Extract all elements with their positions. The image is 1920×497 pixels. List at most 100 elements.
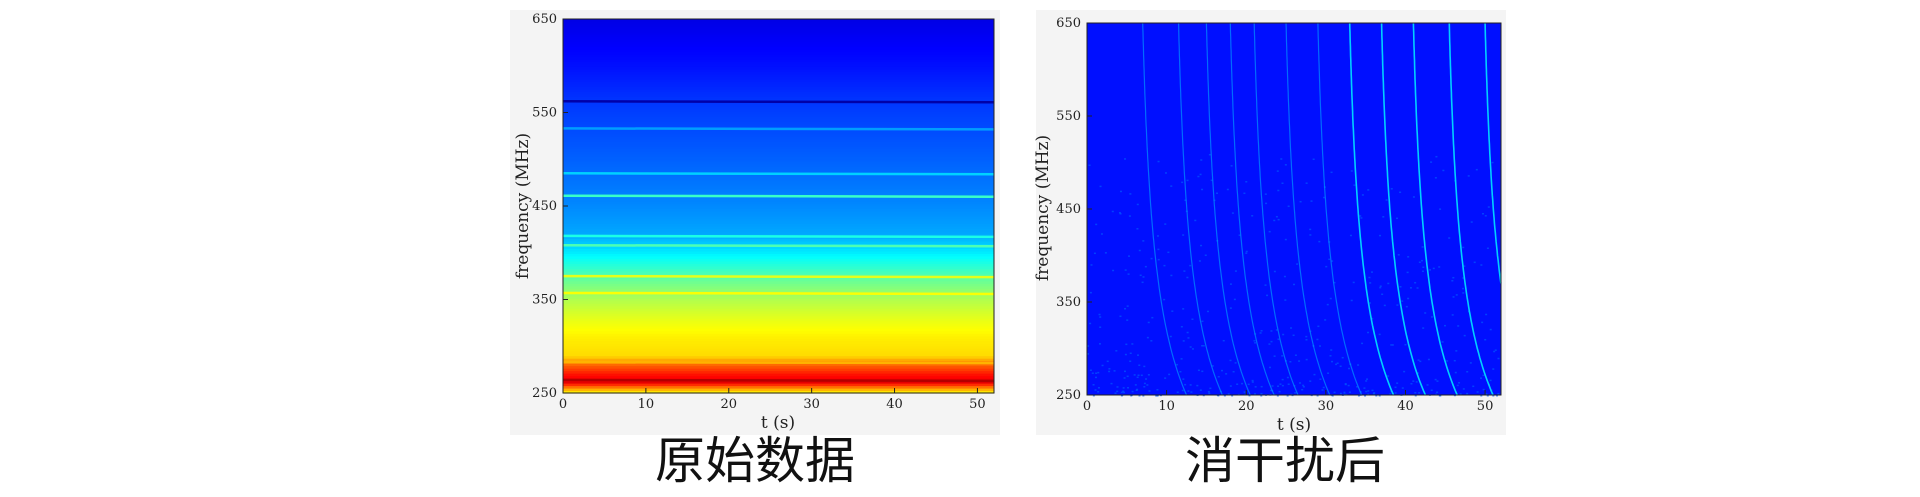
right-noise-speckle — [1150, 257, 1153, 260]
right-noise-speckle — [1189, 384, 1192, 386]
left-heatmap-band — [563, 208, 994, 212]
right-noise-speckle — [1341, 356, 1344, 359]
left-heatmap-band — [563, 233, 994, 237]
right-noise-speckle — [1459, 393, 1462, 395]
right-noise-speckle — [1270, 389, 1273, 392]
right-noise-speckle — [1143, 365, 1146, 368]
right-noise-speckle — [1497, 392, 1500, 395]
right-noise-speckle — [1451, 314, 1454, 316]
right-noise-speckle — [1370, 271, 1373, 273]
left-heatmap-band — [563, 223, 994, 227]
right-noise-speckle — [1394, 392, 1397, 394]
right-noise-speckle — [1378, 333, 1381, 336]
right-noise-speckle — [1168, 373, 1171, 376]
right-noise-speckle — [1422, 327, 1425, 329]
right-noise-speckle — [1268, 366, 1271, 369]
right-noise-speckle — [1138, 249, 1141, 252]
right-noise-speckle — [1186, 331, 1189, 334]
left-heatmap-band — [563, 33, 994, 38]
right-noise-speckle — [1191, 348, 1194, 350]
right-noise-speckle — [1245, 250, 1248, 253]
right-noise-speckle — [1404, 343, 1407, 346]
right-noise-speckle — [1353, 184, 1356, 186]
right-noise-speckle — [1305, 182, 1308, 184]
right-noise-speckle — [1301, 388, 1304, 391]
right-noise-speckle — [1309, 380, 1312, 382]
left-heatmap-band — [563, 280, 994, 284]
right-noise-speckle — [1245, 252, 1248, 254]
left-heatmap-band — [563, 348, 994, 352]
right-noise-speckle — [1182, 234, 1185, 236]
right-noise-speckle — [1479, 377, 1482, 379]
right-noise-speckle — [1119, 190, 1122, 193]
right-noise-speckle — [1387, 282, 1390, 285]
right-noise-speckle — [1099, 185, 1102, 188]
right-noise-speckle — [1330, 349, 1333, 351]
right-noise-speckle — [1276, 394, 1279, 397]
left-heatmap-band — [563, 176, 994, 180]
left-heatmap-band — [563, 380, 994, 384]
right-noise-speckle — [1136, 228, 1139, 230]
right-noise-speckle — [1108, 370, 1111, 373]
right-noise-speckle — [1194, 219, 1197, 222]
right-noise-speckle — [1277, 218, 1280, 221]
right-noise-speckle — [1147, 321, 1150, 324]
right-noise-speckle — [1124, 353, 1127, 356]
right-noise-speckle — [1138, 364, 1141, 366]
right-noise-speckle — [1106, 360, 1109, 363]
left-heatmap-band — [563, 220, 994, 225]
right-noise-speckle — [1182, 340, 1185, 342]
right-x-tick-label: 0 — [1083, 399, 1091, 414]
right-noise-speckle — [1350, 299, 1353, 302]
left-rfi-line — [562, 172, 995, 176]
right-noise-speckle — [1093, 252, 1096, 255]
left-x-tick-label: 50 — [969, 397, 986, 412]
right-noise-speckle — [1325, 265, 1328, 268]
right-noise-speckle — [1286, 376, 1289, 379]
right-heatmap — [1087, 22, 1502, 397]
left-heatmap-band — [563, 338, 994, 342]
right-noise-speckle — [1485, 393, 1488, 395]
right-noise-speckle — [1133, 374, 1136, 376]
left-heatmap-band — [563, 128, 994, 132]
right-noise-speckle — [1326, 303, 1329, 306]
right-noise-speckle — [1201, 320, 1204, 323]
right-noise-speckle — [1430, 316, 1433, 318]
right-noise-speckle — [1148, 390, 1151, 392]
right-noise-speckle — [1234, 270, 1237, 272]
left-heatmap-band — [563, 201, 994, 205]
right-noise-speckle — [1136, 203, 1139, 206]
left-heatmap-band — [563, 83, 994, 87]
right-noise-speckle — [1292, 334, 1295, 337]
left-x-axis-label: t (s) — [761, 413, 795, 433]
left-heatmap-band — [563, 78, 994, 82]
right-noise-speckle — [1296, 263, 1299, 265]
right-noise-speckle — [1419, 360, 1422, 363]
right-noise-speckle — [1318, 240, 1321, 243]
left-heatmap-band — [563, 325, 994, 329]
left-y-tick-label: 650 — [532, 12, 557, 27]
right-noise-speckle — [1485, 313, 1488, 316]
left-heatmap-band — [563, 86, 994, 90]
left-heatmap-band — [563, 215, 994, 220]
right-x-axis-label: t (s) — [1277, 415, 1311, 435]
right-noise-speckle — [1164, 172, 1167, 174]
right-noise-speckle — [1137, 374, 1140, 377]
right-x-tick-label: 40 — [1397, 399, 1414, 414]
right-noise-speckle — [1199, 389, 1202, 391]
right-noise-speckle — [1399, 191, 1402, 194]
left-heatmap-band — [563, 51, 994, 55]
left-heatmap-band — [563, 98, 994, 102]
right-noise-speckle — [1090, 264, 1093, 266]
right-noise-speckle — [1352, 281, 1355, 284]
left-heatmap-band — [563, 28, 994, 33]
left-rfi-line — [562, 291, 995, 296]
left-heatmap-band — [563, 26, 994, 30]
right-noise-speckle — [1497, 357, 1500, 360]
right-noise-speckle — [1329, 297, 1332, 300]
left-heatmap — [562, 19, 995, 394]
right-noise-speckle — [1268, 230, 1271, 233]
right-noise-speckle — [1199, 173, 1202, 176]
right-noise-speckle — [1088, 164, 1091, 167]
right-noise-speckle — [1101, 364, 1104, 367]
